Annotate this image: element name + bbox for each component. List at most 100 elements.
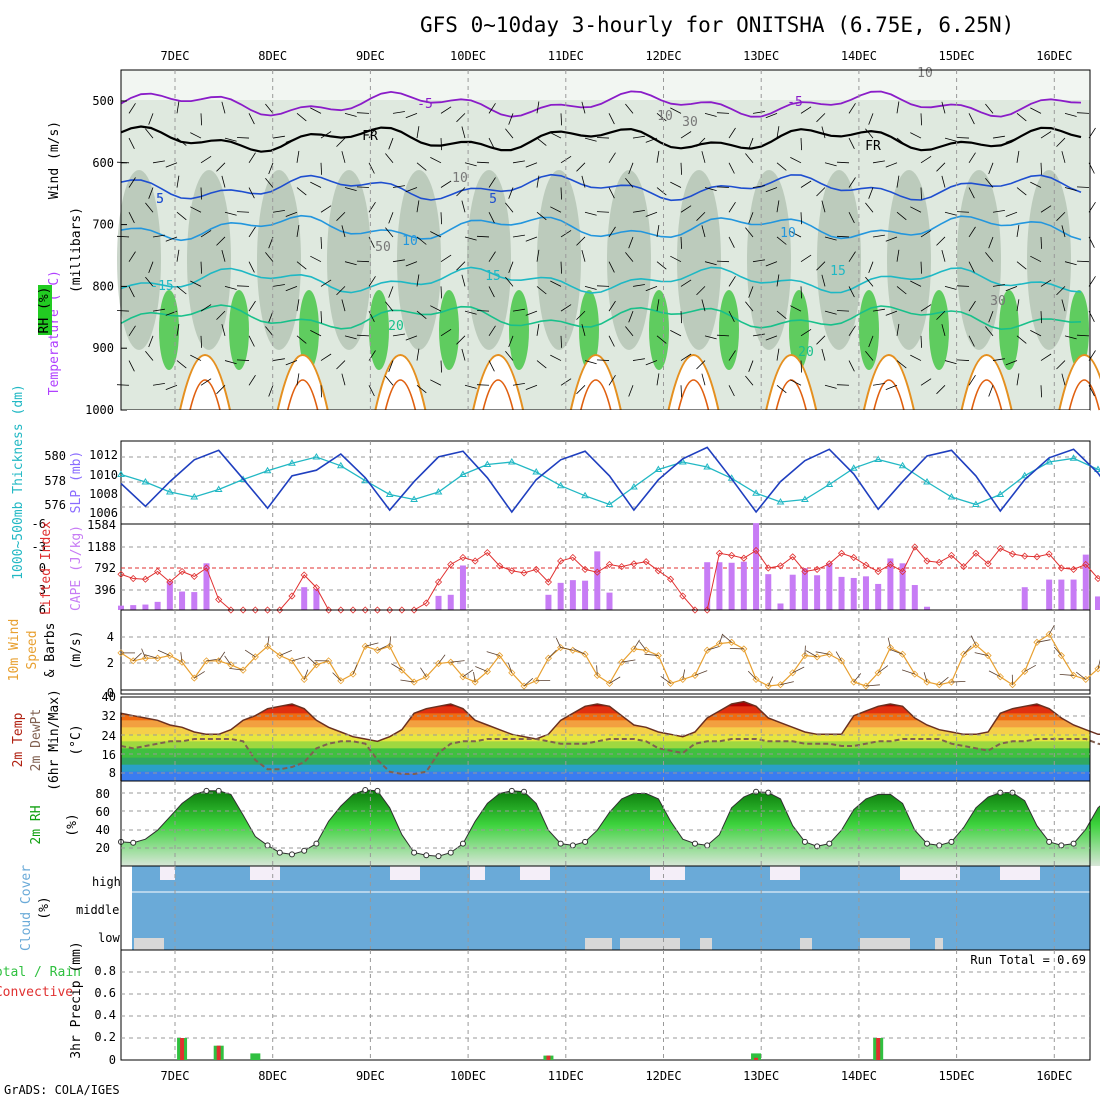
wind-barb [584, 137, 597, 142]
thickness-point [1069, 454, 1078, 461]
wind-barb [680, 236, 682, 249]
date-axis-top: 7DEC 8DEC 9DEC 10DEC 11DEC 12DEC 13DEC 14DEC 15D… [161, 49, 1073, 63]
wind-barb [461, 200, 466, 213]
surface-temp-dome-inner [873, 379, 905, 411]
wind-barb [872, 308, 885, 312]
cloud-low [935, 938, 943, 950]
wind-barb-10m [729, 648, 744, 650]
li-point [1057, 564, 1065, 572]
panel-frame [120, 609, 1091, 695]
wind-barb [776, 162, 787, 171]
wind-barb [728, 127, 736, 139]
thickness-point [947, 493, 956, 500]
cape-bar [142, 604, 149, 610]
wind-barb [800, 360, 802, 373]
wind-barb [790, 305, 802, 312]
precip-total-bar [751, 1053, 762, 1060]
wind-barb [1061, 299, 1066, 312]
date-label-top: 9DEC [356, 49, 385, 63]
wind-speed-point [642, 646, 650, 654]
li-point [752, 546, 760, 555]
cape-bar [887, 558, 894, 610]
wind-barb [176, 286, 187, 295]
wind-barb [910, 354, 922, 361]
contour-label: 5 [156, 192, 164, 207]
wind-barb [508, 113, 514, 125]
wind-barb [790, 231, 802, 238]
wind-barb-10m [682, 669, 686, 680]
li-point [801, 567, 809, 576]
wind-barb [488, 286, 495, 298]
wind-barb [550, 132, 562, 139]
cape-bar [594, 551, 601, 610]
wind-barb [584, 286, 597, 290]
wind-barb [224, 360, 237, 365]
li-point [666, 575, 675, 583]
wind-speed-point [886, 644, 894, 652]
wind-barb [680, 353, 692, 361]
wind-barb [896, 211, 907, 221]
credit: GrADS: COLA/IGES [4, 1083, 120, 1097]
wind-barb [776, 310, 787, 320]
wind-barb [456, 187, 466, 197]
wind-barb [1056, 137, 1066, 147]
wind-speed-point [1033, 638, 1041, 646]
wind-barb [625, 103, 634, 114]
li-point [691, 606, 699, 614]
wind-barb [392, 333, 405, 337]
pressure-tick: 600 [92, 156, 114, 170]
wind-barb [148, 261, 154, 274]
wind-barb [344, 335, 357, 340]
precip-conv-bar [754, 1057, 759, 1060]
li-point [190, 572, 198, 580]
temp-tick: 40 [102, 690, 116, 704]
wind-barb-10m [559, 646, 573, 651]
wind-barb-10m [719, 633, 723, 644]
rh-point [1058, 842, 1065, 849]
thickness-tick: 578 [44, 474, 66, 488]
wind-barb [896, 323, 900, 336]
wind-barb [200, 378, 212, 386]
isotherm [120, 90, 1082, 118]
wind-barb-10m [633, 639, 640, 650]
cloud-gap-high [900, 866, 960, 880]
wind-speed-point [715, 640, 723, 648]
wind-barb [1040, 205, 1052, 213]
cape-bar [435, 595, 442, 610]
precip-tick: 0.4 [94, 1008, 116, 1022]
wind-barb [344, 112, 357, 117]
wind-barb [872, 383, 885, 386]
precip-conv-bar [216, 1045, 221, 1060]
contour-label: 10 [657, 109, 673, 124]
wind-barb [152, 383, 165, 386]
wind-speed-point [325, 657, 333, 665]
cape-bar [716, 562, 723, 610]
temp-band [121, 771, 1090, 781]
wind-barb [560, 187, 562, 200]
wind-barb [936, 162, 946, 172]
wind-barb [320, 353, 332, 361]
rh-green-blob [1069, 290, 1089, 370]
wind-barb [656, 335, 667, 344]
wind-barb [752, 185, 765, 188]
wind-barb [385, 153, 394, 164]
wind-barb [716, 112, 730, 114]
wind-speed-point [1045, 630, 1053, 638]
wind-speed-point [740, 645, 748, 653]
wind-barb [680, 131, 692, 139]
wind-barb [200, 230, 212, 238]
wind-barb [464, 384, 477, 389]
li-point [776, 562, 785, 570]
wind-barb-10m [644, 653, 659, 656]
li-point [593, 568, 601, 576]
wind-barb [941, 249, 946, 262]
wind-barb [1076, 112, 1090, 114]
rh-green-blob [649, 290, 669, 370]
cape-bar [753, 523, 760, 610]
wind-speed-point [776, 681, 785, 689]
wind-barb [608, 335, 615, 347]
wind-barb [216, 236, 226, 246]
contour-label: 5 [156, 192, 164, 207]
li-point [544, 578, 553, 586]
cape-tick: 1188 [87, 540, 116, 554]
